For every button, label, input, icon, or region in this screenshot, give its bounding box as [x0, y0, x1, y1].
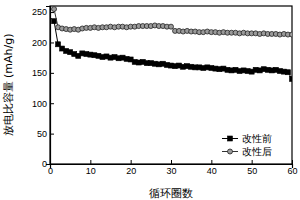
x-tick-mark	[252, 160, 253, 164]
data-point	[52, 7, 57, 12]
x-tick-mark	[90, 160, 91, 164]
y-tick-label: 150	[32, 68, 47, 78]
x-tick-label: 60	[287, 166, 297, 176]
data-point	[290, 32, 293, 37]
legend-marker	[228, 149, 233, 154]
x-tick-label: 20	[126, 166, 136, 176]
y-tick-label: 100	[32, 99, 47, 109]
legend: 改性前改性后	[222, 133, 272, 157]
x-tick-mark	[131, 160, 132, 164]
y-tick: 150	[32, 68, 54, 78]
data-point	[169, 24, 174, 29]
series-line	[54, 21, 292, 79]
y-axis: 0 50 100 150 200 250	[32, 7, 54, 170]
plot-root: 0 10 20 30 40 50 60 0 50 100 150 200 250 改性前改性后	[32, 6, 298, 176]
x-tick-label: 0	[48, 166, 53, 176]
x-tick-label: 50	[247, 166, 257, 176]
y-axis-title: 放电比容量 (mAh/g)	[2, 34, 15, 137]
x-tick-label: 10	[86, 166, 96, 176]
x-tick-label: 30	[166, 166, 176, 176]
y-tick-label: 250	[32, 7, 47, 17]
x-tick-mark	[211, 160, 212, 164]
x-tick: 10	[86, 160, 96, 176]
y-tick-label: 0	[42, 159, 47, 169]
x-tick-label: 40	[207, 166, 217, 176]
x-axis-title: 循环圈数	[149, 187, 193, 200]
y-tick-label: 50	[37, 129, 47, 139]
data-point	[290, 76, 293, 81]
y-tick: 50	[37, 129, 54, 139]
x-tick: 20	[126, 160, 136, 176]
legend-marker	[228, 136, 233, 141]
x-tick: 40	[207, 160, 217, 176]
plot-area	[52, 7, 292, 82]
x-tick-mark	[171, 160, 172, 164]
x-axis: 0 10 20 30 40 50 60	[48, 160, 298, 176]
x-tick: 50	[247, 160, 257, 176]
y-tick: 250	[32, 7, 54, 17]
legend-label: 改性后	[242, 146, 272, 157]
series-markers	[52, 7, 292, 38]
series-markers	[52, 19, 292, 82]
y-tick: 200	[32, 38, 54, 48]
y-tick: 100	[32, 99, 54, 109]
x-tick: 30	[166, 160, 176, 176]
data-point	[285, 70, 290, 75]
legend-label: 改性前	[242, 133, 272, 144]
data-point	[52, 19, 57, 24]
y-tick-label: 200	[32, 38, 47, 48]
plot-frame	[50, 6, 292, 164]
